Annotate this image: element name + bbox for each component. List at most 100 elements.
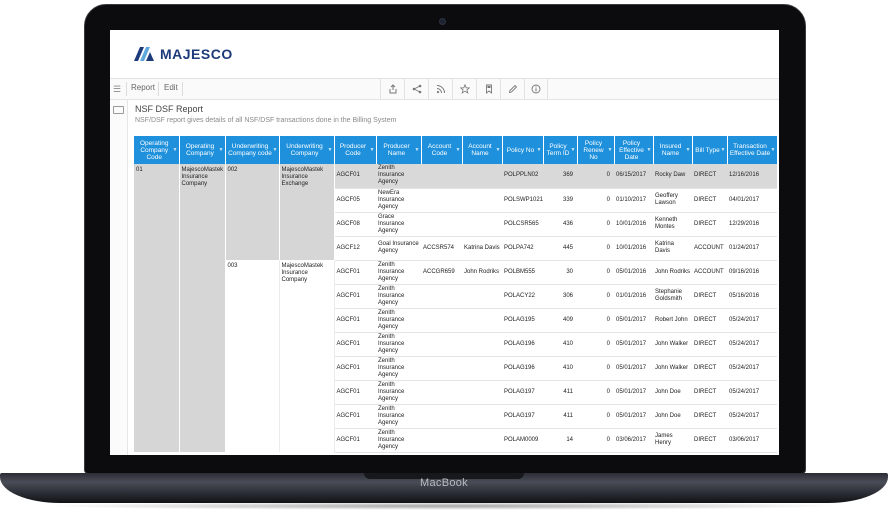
column-header[interactable]: Account Name ▼	[462, 136, 503, 164]
column-header[interactable]: Policy Term ID ▼	[543, 136, 578, 164]
producer-name-cell: Goal Insurance Agency	[376, 236, 421, 261]
column-header-label: Underwriting Company code	[228, 143, 272, 157]
sort-arrow-icon[interactable]: ▼	[272, 147, 278, 153]
table-row[interactable]: AGCF05 NewEra Insurance Agency POLSWP1021 3…	[134, 188, 777, 213]
policy-term-id-cell: 411	[543, 380, 577, 405]
lid-notch	[364, 473, 524, 479]
account-code-cell: ACCGR659	[421, 260, 462, 285]
producer-name-cell: NewEra Insurance Agency	[376, 188, 421, 213]
menu-edit[interactable]: Edit	[164, 83, 178, 92]
report-description: NSF/DSF report gives details of all NSF/…	[135, 117, 397, 124]
hamburger-menu-icon[interactable]: ☰	[113, 84, 122, 94]
transaction-date-cell: 12/16/2016	[727, 164, 777, 189]
logo-text: MAJESCO	[160, 46, 233, 62]
table-row[interactable]: AGCF01 Zenith Insurance Agency POLAG195 409…	[134, 308, 777, 333]
sort-arrow-icon[interactable]: ▼	[607, 147, 613, 153]
operating-company-code-cell: 01	[134, 164, 180, 452]
table-row[interactable]: AGCF01 Zenith Insurance Agency POLAG196 410…	[134, 356, 777, 381]
bill-type-cell: DIRECT	[692, 332, 727, 357]
share-icon[interactable]	[404, 79, 428, 99]
transaction-date-cell: 05/24/2017	[727, 308, 777, 333]
policy-effective-date-cell: 06/15/2017	[614, 164, 653, 189]
folder-icon[interactable]	[113, 106, 124, 114]
account-code-cell	[421, 380, 462, 405]
insured-name-cell: Katrina Davis	[653, 236, 692, 261]
column-header-label: Operating Company Code	[139, 139, 169, 161]
sort-arrow-icon[interactable]: ▼	[685, 147, 691, 153]
column-header[interactable]: Operating Company Code ▼	[134, 136, 180, 164]
sort-arrow-icon[interactable]: ▼	[720, 147, 726, 153]
table-row[interactable]: 003 MajescoMastek Insurance Company AGCF01…	[134, 260, 777, 452]
logo-mark-icon	[134, 47, 154, 61]
column-header[interactable]: Producer Code ▼	[334, 136, 377, 164]
sort-arrow-icon[interactable]: ▼	[495, 147, 501, 153]
column-header[interactable]: Account Code ▼	[421, 136, 463, 164]
table-row[interactable]: AGCF08 Grace Insurance Agency POLCSR565 436…	[134, 212, 777, 237]
info-icon[interactable]	[524, 79, 548, 99]
side-panel	[110, 100, 128, 455]
sort-arrow-icon[interactable]: ▼	[770, 147, 776, 153]
column-header[interactable]: Underwriting Company code ▼	[225, 136, 280, 164]
sort-arrow-icon[interactable]: ▼	[414, 147, 420, 153]
table-row[interactable]: AGCF01 Zenith Insurance Agency POLAM0009 14…	[134, 428, 777, 453]
policy-renew-no-cell: 0	[577, 236, 614, 261]
producer-code-cell: AGCF01	[334, 404, 376, 429]
table-row[interactable]: AGCF01 Zenith Insurance Agency POLAG197 411…	[134, 404, 777, 429]
menu-report[interactable]: Report	[131, 83, 156, 92]
sort-arrow-icon[interactable]: ▼	[327, 147, 333, 153]
table-row[interactable]: AGCF01 Zenith Insurance Agency POLAG196 410…	[134, 332, 777, 357]
table-row[interactable]: AGCF01 Zenith Insurance Agency POLAG197 411…	[134, 380, 777, 405]
sort-arrow-icon[interactable]: ▼	[570, 147, 576, 153]
column-header[interactable]: Policy Effective Date ▼	[614, 136, 654, 164]
bookmark-icon[interactable]	[476, 79, 500, 99]
rss-icon[interactable]	[428, 79, 452, 99]
producer-name-cell: Zenith Insurance Agency	[376, 332, 421, 357]
policy-renew-no-cell: 0	[577, 308, 614, 333]
column-header-label: Account Name	[468, 143, 492, 157]
column-header[interactable]: Transaction Effective Date ▼	[727, 136, 778, 164]
column-header[interactable]: Insured Name ▼	[653, 136, 693, 164]
policy-effective-date-cell: 05/01/2017	[614, 332, 653, 357]
star-icon[interactable]	[452, 79, 476, 99]
pen-icon[interactable]	[500, 79, 524, 99]
column-header-label: Account Code	[427, 143, 452, 157]
sort-arrow-icon[interactable]: ▼	[218, 147, 224, 153]
account-code-cell	[421, 164, 462, 189]
sort-arrow-icon[interactable]: ▼	[536, 147, 542, 153]
policy-effective-date-cell: 05/01/2017	[614, 380, 653, 405]
producer-code-cell: AGCF01	[334, 308, 376, 333]
export-icon[interactable]	[380, 79, 404, 99]
column-header[interactable]: Underwriting Company ▼	[279, 136, 335, 164]
table-row[interactable]: AGCF12 Goal Insurance Agency ACCSR574 Katri…	[134, 236, 777, 261]
policy-renew-no-cell: 0	[577, 188, 614, 213]
producer-name-cell: Zenith Insurance Agency	[376, 308, 421, 333]
policy-renew-no-cell: 0	[577, 284, 614, 309]
column-header[interactable]: Policy No ▼	[502, 136, 544, 164]
majesco-logo[interactable]: MAJESCO	[134, 46, 233, 62]
column-header-label: Operating Company	[185, 143, 215, 157]
column-header[interactable]: Operating Company ▼	[179, 136, 226, 164]
account-code-cell	[421, 428, 462, 453]
producer-code-cell: AGCF01	[334, 164, 376, 189]
policy-term-id-cell: 409	[543, 308, 577, 333]
policy-no-cell: POLPA742	[502, 236, 543, 261]
policy-no-cell: POLAG196	[502, 332, 543, 357]
sort-arrow-icon[interactable]: ▼	[646, 147, 652, 153]
sort-arrow-icon[interactable]: ▼	[455, 147, 461, 153]
account-code-cell	[421, 308, 462, 333]
column-header[interactable]: Producer Name ▼	[376, 136, 422, 164]
policy-no-cell: POLAM0009	[502, 428, 543, 453]
producer-name-cell: Zenith Insurance Agency	[376, 356, 421, 381]
sort-arrow-icon[interactable]: ▼	[369, 147, 375, 153]
producer-name-cell: Zenith Insurance Agency	[376, 428, 421, 453]
sort-arrow-icon[interactable]: ▼	[172, 147, 178, 153]
bill-type-cell: DIRECT	[692, 188, 727, 213]
underwriting-code-cell-text: 003	[227, 263, 238, 269]
laptop-shadow	[40, 502, 848, 510]
insured-name-cell: John Rodriks	[653, 260, 692, 285]
policy-no-cell: POLAG196	[502, 356, 543, 381]
table-row[interactable]: 01 MajescoMastek Insurance Company 002 Maje…	[134, 164, 777, 452]
table-row[interactable]: AGCF01 Zenith Insurance Agency POLACY22 306…	[134, 284, 777, 309]
column-header[interactable]: Bill Type ▼	[692, 136, 728, 164]
column-header[interactable]: Policy Renew No ▼	[577, 136, 615, 164]
